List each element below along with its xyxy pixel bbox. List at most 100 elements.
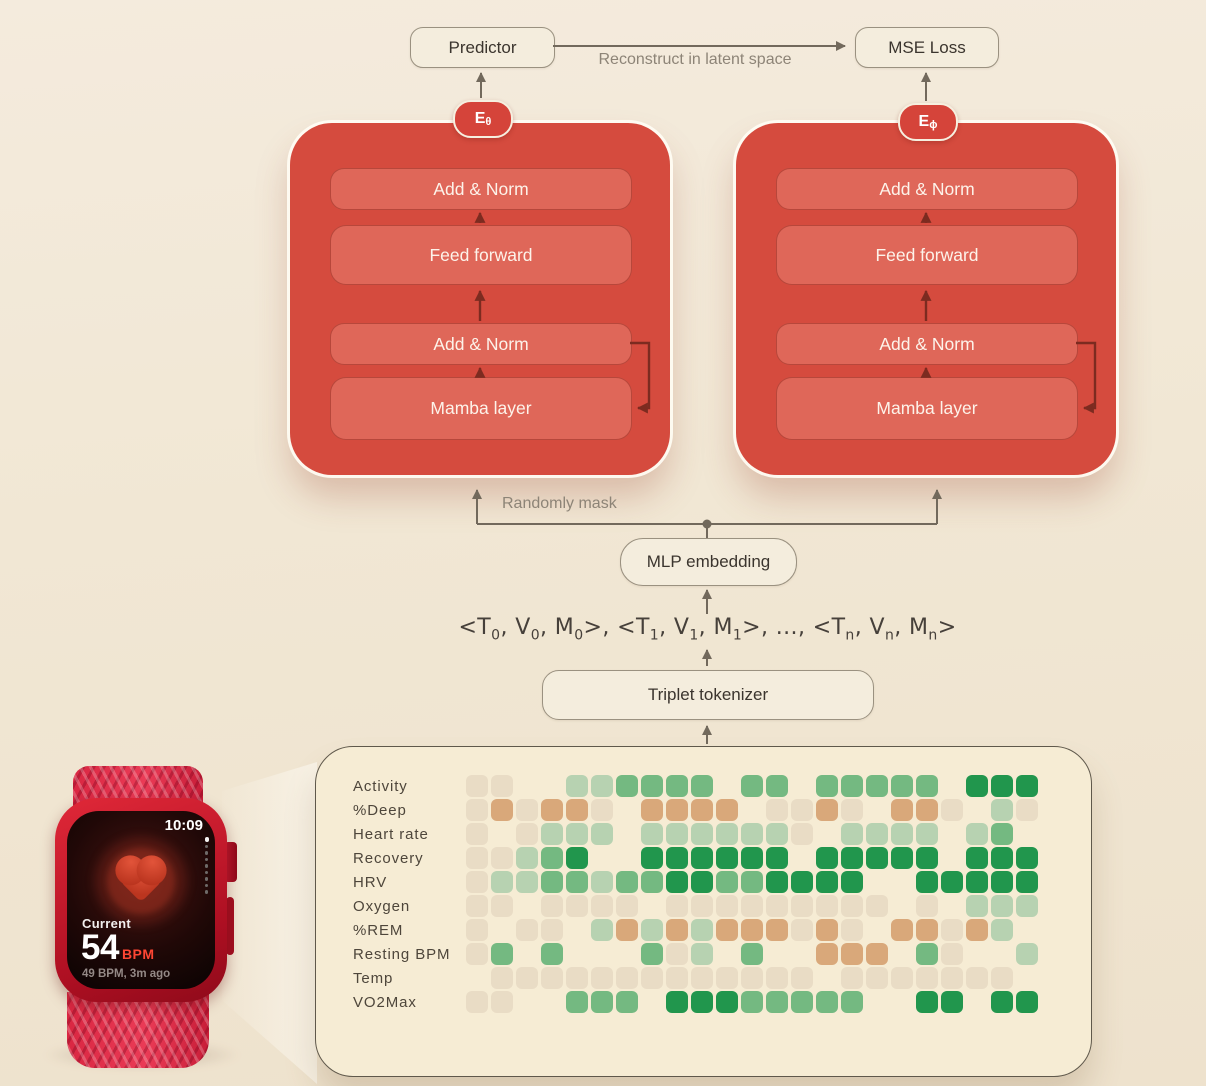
heatmap-cell bbox=[641, 775, 663, 797]
heatmap-cell bbox=[491, 871, 513, 893]
heatmap-cell bbox=[491, 847, 513, 869]
heatmap-cell bbox=[491, 967, 513, 989]
heatmap-cell bbox=[891, 919, 913, 941]
heatmap-cell bbox=[891, 847, 913, 869]
heatmap-cell bbox=[941, 847, 963, 869]
heatmap-cell bbox=[641, 991, 663, 1013]
bpm-unit: BPM bbox=[121, 946, 155, 962]
heatmap-cell bbox=[741, 991, 763, 1013]
heatmap-cell bbox=[691, 799, 713, 821]
heatmap-cell bbox=[866, 943, 888, 965]
heatmap-cell bbox=[841, 895, 863, 917]
heatmap-cell bbox=[1016, 871, 1038, 893]
heatmap-cell bbox=[991, 847, 1013, 869]
heatmap-cell bbox=[466, 919, 488, 941]
scroll-indicator-dots bbox=[204, 837, 209, 894]
heatmap-cell bbox=[566, 799, 588, 821]
heatmap-cell bbox=[741, 799, 763, 821]
badge-subscript: θ bbox=[485, 115, 492, 128]
heatmap-cell bbox=[566, 919, 588, 941]
heatmap-cell bbox=[616, 991, 638, 1013]
heatmap-cell bbox=[666, 943, 688, 965]
heatmap-cell bbox=[716, 823, 738, 845]
heatmap-cell bbox=[891, 775, 913, 797]
heatmap-cell bbox=[741, 967, 763, 989]
heatmap-cell bbox=[591, 967, 613, 989]
heatmap-cell bbox=[766, 943, 788, 965]
callout-beam bbox=[222, 762, 317, 1084]
watch-case: 10:09 Current 54 BPM 49 BPM, 3m ago bbox=[55, 798, 227, 1002]
heatmap-cell bbox=[716, 967, 738, 989]
heatmap-cell bbox=[791, 991, 813, 1013]
heatmap-cell bbox=[566, 823, 588, 845]
heatmap-cell bbox=[791, 799, 813, 821]
encoder-left-feed-forward: Feed forward bbox=[330, 225, 632, 285]
heatmap-cell bbox=[866, 895, 888, 917]
heatmap-cell bbox=[866, 775, 888, 797]
heatmap-cell bbox=[941, 871, 963, 893]
heatmap-cell bbox=[791, 775, 813, 797]
heatmap-cell bbox=[591, 895, 613, 917]
heatmap-cell bbox=[941, 823, 963, 845]
metric-label: Activity bbox=[353, 777, 408, 795]
heatmap-cell bbox=[991, 871, 1013, 893]
heatmap-cell bbox=[991, 895, 1013, 917]
heatmap-cell bbox=[616, 871, 638, 893]
heatmap-cell bbox=[716, 847, 738, 869]
heatmap-cell bbox=[966, 799, 988, 821]
heatmap-cell bbox=[491, 823, 513, 845]
heatmap-cell bbox=[1016, 991, 1038, 1013]
heatmap-cell bbox=[941, 943, 963, 965]
heatmap-cell bbox=[516, 847, 538, 869]
heatmap-cell bbox=[641, 847, 663, 869]
heatmap-cell bbox=[716, 919, 738, 941]
heatmap-cell bbox=[891, 823, 913, 845]
heatmap-cell bbox=[616, 799, 638, 821]
heatmap-cell bbox=[566, 967, 588, 989]
heatmap-cell bbox=[616, 847, 638, 869]
heatmap-cell bbox=[791, 823, 813, 845]
heatmap-cell bbox=[791, 847, 813, 869]
metric-label: Recovery bbox=[353, 849, 424, 867]
heatmap-cell bbox=[566, 775, 588, 797]
encoder-right-add-norm-top: Add & Norm bbox=[776, 168, 1078, 210]
heatmap-cell bbox=[966, 943, 988, 965]
heatmap-cell bbox=[491, 895, 513, 917]
heatmap-cell bbox=[466, 991, 488, 1013]
heatmap-cell bbox=[691, 871, 713, 893]
metric-label: Heart rate bbox=[353, 825, 429, 843]
watch-band-bottom bbox=[67, 992, 209, 1068]
heatmap-cell bbox=[591, 799, 613, 821]
heatmap-cell bbox=[816, 967, 838, 989]
heatmap-cell bbox=[791, 895, 813, 917]
heatmap-cell bbox=[741, 847, 763, 869]
heatmap-cell bbox=[591, 919, 613, 941]
heatmap-cell bbox=[691, 967, 713, 989]
badge-symbol: E bbox=[474, 110, 486, 127]
heatmap-cell bbox=[466, 823, 488, 845]
heatmap-cell bbox=[966, 871, 988, 893]
metric-label: Temp bbox=[353, 969, 394, 987]
heatmap-cell bbox=[591, 775, 613, 797]
heatmap-cell bbox=[866, 823, 888, 845]
heatmap-cell bbox=[541, 775, 563, 797]
heatmap-cell bbox=[1016, 943, 1038, 965]
heatmap-cell bbox=[1016, 919, 1038, 941]
encoder-left-add-norm: Add & Norm bbox=[330, 323, 632, 365]
heatmap-cell bbox=[766, 775, 788, 797]
heatmap-cell bbox=[666, 895, 688, 917]
heatmap-cell bbox=[991, 967, 1013, 989]
heatmap-cell bbox=[891, 991, 913, 1013]
heatmap-cell bbox=[566, 991, 588, 1013]
heatmap-cell bbox=[816, 871, 838, 893]
heatmap-cell bbox=[1016, 847, 1038, 869]
heatmap-cell bbox=[516, 919, 538, 941]
heatmap-cell bbox=[491, 799, 513, 821]
heatmap-cell bbox=[691, 919, 713, 941]
heatmap-cell bbox=[691, 991, 713, 1013]
heatmap-cell bbox=[716, 991, 738, 1013]
heatmap-cell bbox=[1016, 799, 1038, 821]
heatmap-cell bbox=[991, 919, 1013, 941]
